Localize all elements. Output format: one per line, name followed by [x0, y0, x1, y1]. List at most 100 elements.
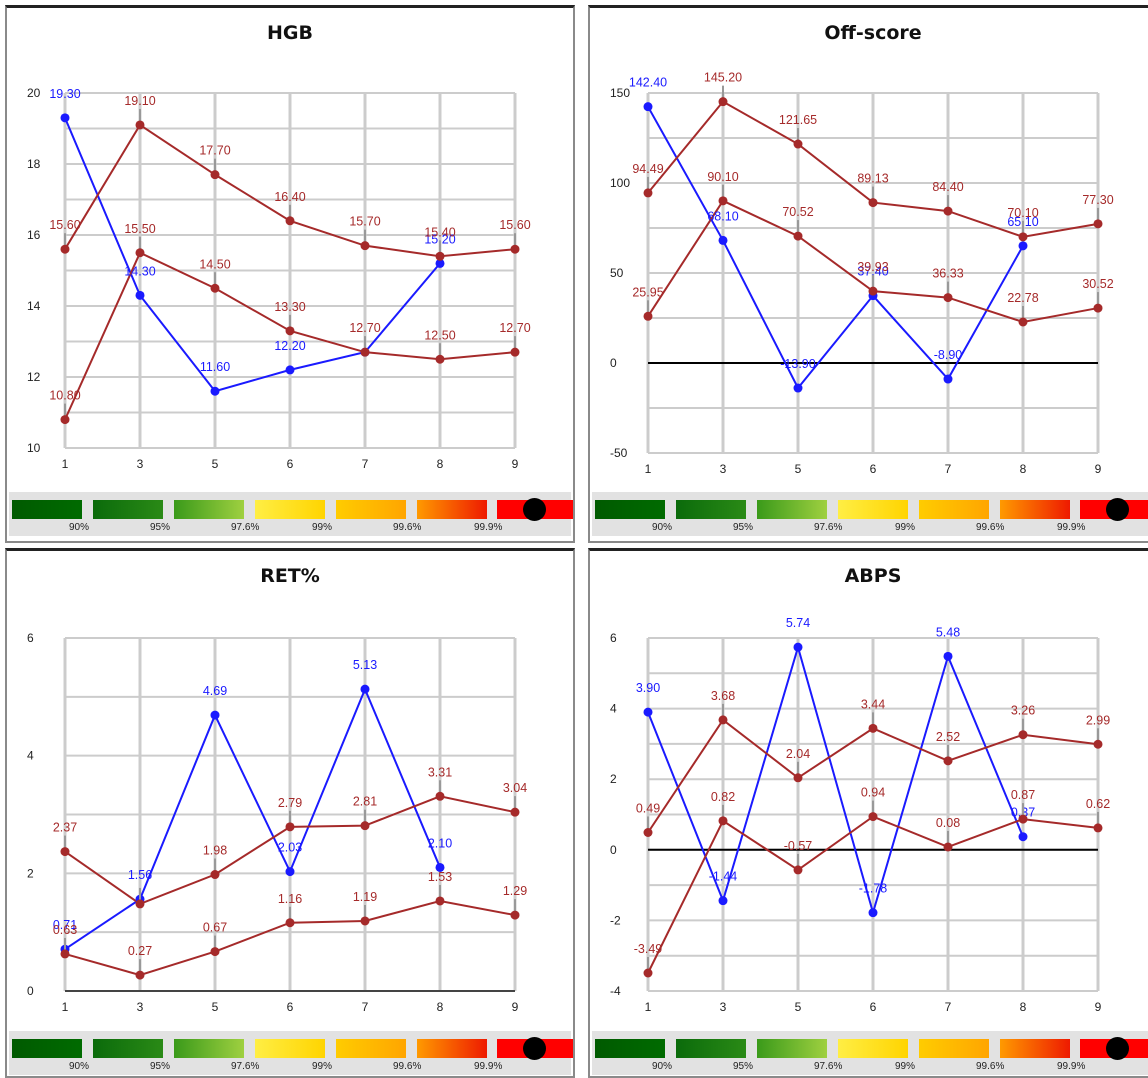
percentile-band	[919, 500, 989, 519]
data-label: 17.70	[199, 144, 230, 158]
data-label: 39.93	[857, 260, 888, 274]
measured-point	[643, 707, 653, 717]
upper-point	[210, 170, 220, 180]
data-label: 12.70	[499, 321, 530, 335]
data-label: 90.10	[707, 170, 738, 184]
percentile-band	[174, 500, 244, 519]
x-tick-label: 3	[137, 1000, 144, 1014]
abps-plot: -4-2024613567893.90-1.445.74-1.785.480.3…	[610, 616, 1110, 1014]
percentile-band	[676, 1039, 746, 1058]
y-tick-label: 14	[27, 299, 41, 313]
data-label: 68.10	[707, 209, 738, 223]
percentile-marker-dot	[1106, 498, 1129, 521]
data-label: 3.04	[503, 781, 527, 795]
percentile-band	[255, 500, 325, 519]
percentile-label: 95%	[733, 522, 754, 533]
data-label: 2.04	[786, 747, 810, 761]
upper-point	[793, 773, 803, 783]
data-label: 15.50	[124, 222, 155, 236]
x-tick-label: 7	[362, 1000, 369, 1014]
ret-plot: 0 2 4 6 1 3 5 6 7 8 9 0.71 1.56 4.69 2.03 5.13 2.10 2.37 1…	[27, 631, 527, 1014]
data-label: 0.67	[203, 921, 227, 935]
percentile-label: 90%	[652, 1061, 673, 1072]
percentile-legend: 90% 95% 97.6% 99% 99.6% 99.9%	[9, 492, 573, 536]
lower-point	[868, 812, 878, 822]
upper-point	[435, 791, 445, 801]
y-tick-label: 150	[610, 86, 630, 100]
measured-point	[210, 710, 220, 720]
x-tick-label: 7	[945, 1000, 952, 1014]
data-label: 0.63	[53, 923, 77, 937]
x-tick-label: 7	[362, 457, 369, 471]
y-tick-label: 50	[610, 266, 624, 280]
percentile-label: 99.9%	[474, 1061, 503, 1072]
data-label: 3.26	[1011, 704, 1035, 718]
percentile-band	[1000, 500, 1070, 519]
percentile-band	[417, 1039, 487, 1058]
y-tick-label: 2	[27, 866, 34, 880]
data-label: 12.70	[349, 321, 380, 335]
data-label: 10.80	[49, 389, 80, 403]
upper-point	[135, 899, 145, 909]
percentile-label: 99%	[895, 522, 916, 533]
upper-point	[868, 723, 878, 733]
x-tick-label: 1	[645, 1000, 652, 1014]
data-label: 1.56	[128, 868, 152, 882]
y-tick-label: 0	[27, 984, 34, 998]
data-label: 19.30	[49, 87, 80, 101]
upper-point	[135, 120, 145, 130]
data-label: 37.40	[857, 265, 888, 279]
percentile-label: 99.6%	[976, 522, 1005, 533]
upper-point	[285, 216, 295, 226]
y-tick-label: 10	[27, 441, 41, 455]
data-label: 0.62	[1086, 797, 1110, 811]
data-label: 14.30	[124, 264, 155, 278]
data-label: 0.94	[861, 786, 885, 800]
lower-point	[943, 842, 953, 852]
lower-point	[285, 326, 295, 336]
data-label: 3.44	[861, 697, 885, 711]
measured-point	[435, 258, 445, 268]
upper-point	[943, 756, 953, 766]
measured-point	[793, 642, 803, 652]
data-label: -1.78	[859, 882, 888, 896]
x-tick-label: 3	[137, 457, 144, 471]
y-tick-label: 4	[610, 702, 617, 716]
data-label: 15.20	[424, 232, 455, 246]
data-label: 2.99	[1086, 713, 1110, 727]
data-label: 19.10	[124, 94, 155, 108]
data-label: 16.40	[274, 190, 305, 204]
x-tick-label: 5	[795, 1000, 802, 1014]
percentile-marker-dot	[523, 1037, 546, 1060]
data-label: 0.08	[936, 816, 960, 830]
percentile-label: 95%	[150, 522, 171, 533]
x-tick-label: 7	[945, 462, 952, 476]
data-label: 77.30	[1082, 193, 1113, 207]
percentile-band	[676, 500, 746, 519]
measured-point	[285, 365, 295, 375]
y-tick-label: 6	[27, 631, 34, 645]
percentile-label: 97.6%	[814, 522, 843, 533]
data-label: 14.50	[199, 257, 230, 271]
data-label: 0.71	[53, 918, 77, 932]
y-tick-label: 16	[27, 228, 41, 242]
measured-series-line	[64, 117, 441, 393]
percentile-label: 99.6%	[393, 522, 422, 533]
percentile-band	[595, 1039, 665, 1058]
x-tick-label: 5	[212, 457, 219, 471]
chart-title: HGB	[267, 22, 313, 44]
upper-point	[1093, 219, 1103, 229]
upper-point	[868, 198, 878, 208]
measured-point	[60, 113, 70, 123]
data-label: 142.40	[629, 76, 667, 90]
measured-point	[718, 235, 728, 245]
x-tick-label: 3	[720, 462, 727, 476]
upper-point	[360, 821, 370, 831]
x-tick-label: 5	[212, 1000, 219, 1014]
upper-point	[793, 139, 803, 149]
percentile-label: 99%	[312, 1061, 333, 1072]
y-tick-label: 2	[610, 772, 617, 786]
lower-point	[435, 354, 445, 364]
y-tick-label: 0	[610, 356, 617, 370]
chart-panel-abps: ABPS -4 -2 0 2 4 6 1 3 5 6 7 8 9 3.90 -1.44 5.74 -1.78 5.…	[588, 548, 1148, 1078]
